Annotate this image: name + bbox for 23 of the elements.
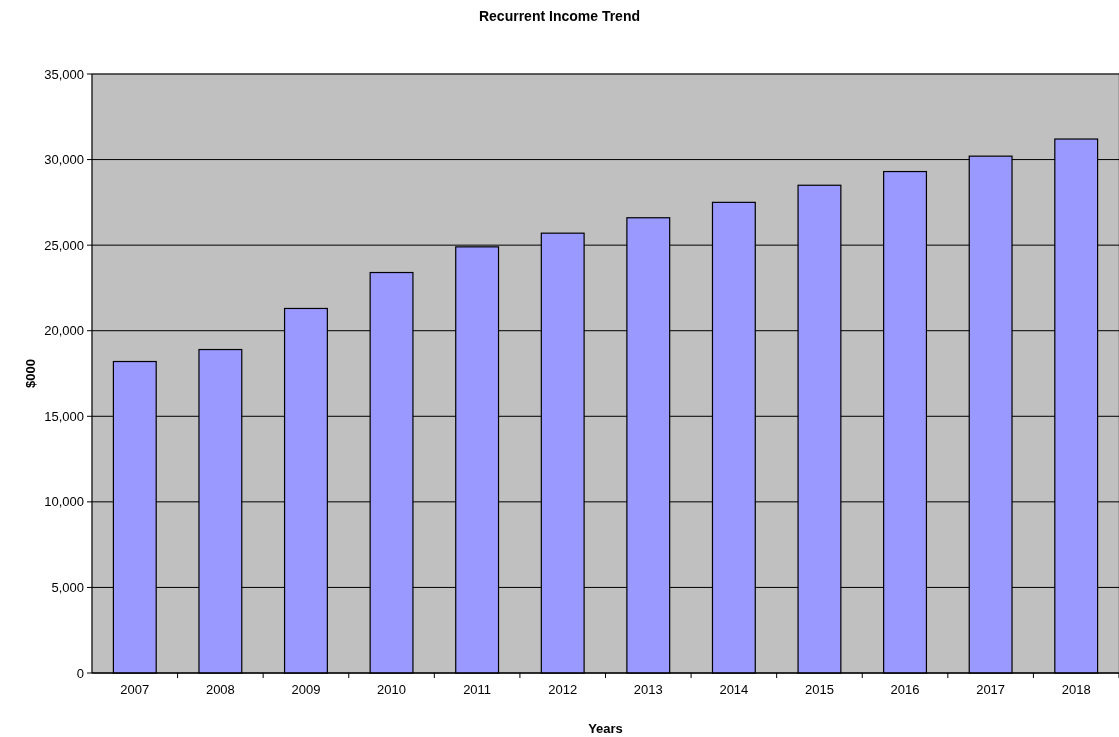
y-tick-label: 25,000 — [44, 237, 84, 253]
x-tick-label: 2016 — [890, 682, 920, 697]
x-tick-label: 2012 — [548, 682, 578, 697]
x-tick-label: 2008 — [205, 682, 235, 697]
x-tick-label: 2014 — [719, 682, 749, 697]
y-tick-label: 35,000 — [44, 66, 84, 82]
y-tick-label: 30,000 — [44, 152, 84, 168]
y-tick-label: 10,000 — [44, 494, 84, 510]
chart-title: Recurrent Income Trend — [478, 8, 641, 24]
y-tick-label: 5,000 — [51, 579, 84, 595]
x-tick-label: 2011 — [463, 682, 492, 697]
y-tick-label: 20,000 — [44, 323, 84, 339]
y-tick-label: 0 — [76, 665, 84, 681]
x-tick-label: 2017 — [976, 682, 1006, 697]
y-axis-title: $000 — [23, 359, 38, 388]
x-tick-label: 2009 — [291, 682, 321, 697]
x-tick-label: 2010 — [377, 682, 406, 697]
x-axis-title: Years — [588, 721, 623, 736]
y-tick-label: 15,000 — [44, 408, 84, 424]
x-tick-label: 2018 — [1061, 682, 1091, 697]
x-tick-label: 2015 — [805, 682, 834, 697]
x-tick-label: 2013 — [633, 682, 663, 697]
x-tick-label: 2007 — [120, 682, 150, 697]
